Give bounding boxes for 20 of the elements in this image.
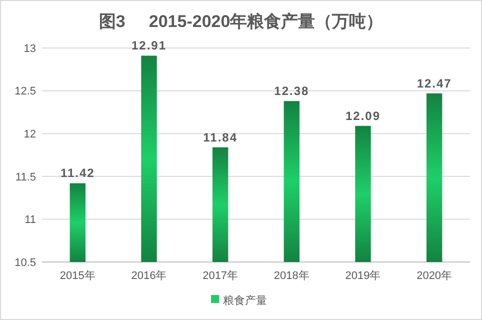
x-tick-label: 2018年	[274, 270, 310, 282]
x-tick-label: 2019年	[345, 270, 381, 282]
y-tick-label: 13	[24, 42, 36, 55]
data-label: 12.91	[131, 38, 167, 53]
data-label: 11.42	[60, 166, 95, 180]
x-tick-label: 2016年	[131, 270, 167, 282]
data-label: 12.47	[416, 76, 452, 90]
x-tick-label: 2015年	[60, 270, 96, 282]
data-label: 11.84	[203, 130, 238, 144]
legend-label: 粮食产量	[223, 294, 267, 307]
y-tick-label: 11	[24, 214, 36, 226]
y-tick-label: 12.5	[14, 86, 36, 98]
data-label: 12.38	[274, 84, 310, 98]
x-tick-label: 2020年	[416, 270, 452, 282]
y-tick-label: 11.5	[15, 171, 36, 184]
y-tick-label: 12	[24, 128, 36, 140]
y-tick-label: 10.5	[14, 256, 36, 269]
x-tick-label: 2017年	[202, 270, 238, 282]
chart-title: 图3 2015-2020年粮食产量（万吨）	[98, 12, 384, 31]
data-label: 12.09	[345, 108, 381, 123]
